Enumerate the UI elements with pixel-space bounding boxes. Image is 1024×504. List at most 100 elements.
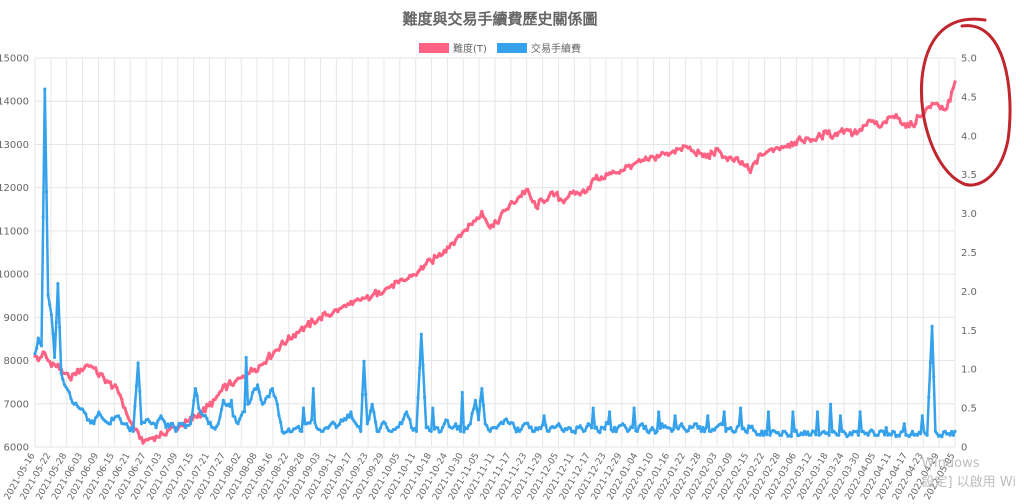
point-fee	[362, 359, 366, 363]
point-fee	[779, 433, 784, 437]
point-fee	[513, 426, 517, 430]
point-fee	[257, 390, 261, 394]
point-fee	[66, 388, 70, 392]
point-fee	[221, 398, 225, 402]
point-fee	[159, 414, 163, 418]
point-fee	[87, 418, 91, 422]
point-fee	[385, 426, 389, 430]
point-difficulty	[473, 219, 477, 223]
point-fee	[175, 426, 179, 430]
point-difficulty	[43, 351, 47, 355]
point-difficulty	[653, 158, 658, 162]
point-difficulty	[444, 250, 448, 254]
point-difficulty	[319, 318, 324, 322]
point-fee	[481, 404, 486, 408]
point-fee	[801, 433, 805, 437]
point-difficulty	[506, 207, 510, 211]
point-difficulty	[210, 404, 214, 408]
point-difficulty	[347, 302, 351, 307]
point-fee	[162, 419, 166, 423]
point-fee	[146, 417, 150, 421]
point-difficulty	[277, 348, 281, 352]
point-fee	[130, 426, 134, 430]
point-difficulty	[331, 311, 335, 315]
point-difficulty	[797, 135, 802, 139]
point-fee	[902, 422, 906, 426]
point-difficulty	[567, 194, 571, 198]
point-fee	[184, 426, 188, 430]
point-fee	[69, 397, 73, 401]
point-fee	[943, 429, 947, 433]
point-difficulty	[865, 123, 869, 127]
point-fee	[311, 387, 315, 391]
point-fee	[557, 422, 561, 426]
point-fee	[51, 331, 55, 336]
point-difficulty	[77, 371, 81, 375]
point-difficulty	[725, 159, 730, 163]
point-difficulty	[840, 127, 844, 131]
point-fee	[539, 427, 543, 431]
point-fee	[98, 413, 103, 417]
point-fee	[920, 414, 924, 418]
point-fee	[797, 433, 802, 437]
point-difficulty	[555, 190, 559, 194]
point-difficulty	[369, 296, 373, 300]
point-fee	[737, 423, 741, 428]
point-fee	[789, 434, 793, 438]
y-right-tick-label: 4.0	[961, 131, 977, 142]
point-fee	[473, 398, 477, 402]
point-difficulty	[673, 151, 677, 155]
point-difficulty	[164, 433, 168, 437]
point-difficulty	[485, 220, 489, 224]
point-fee	[504, 417, 509, 421]
point-fee	[558, 425, 563, 429]
y-right-tick-label: 0	[961, 443, 967, 454]
point-difficulty	[216, 393, 220, 397]
point-fee	[650, 426, 654, 430]
point-fee	[739, 406, 743, 410]
point-difficulty	[56, 362, 60, 366]
point-fee	[357, 425, 361, 429]
point-difficulty	[290, 337, 294, 341]
point-fee	[720, 423, 725, 427]
point-difficulty	[588, 187, 592, 191]
point-fee	[118, 417, 122, 421]
point-difficulty	[526, 187, 530, 191]
point-fee	[59, 371, 63, 375]
point-fee	[627, 428, 631, 432]
point-fee	[215, 424, 219, 428]
point-fee	[729, 426, 733, 430]
point-difficulty	[483, 217, 487, 221]
point-difficulty	[719, 151, 723, 155]
point-fee	[256, 383, 260, 387]
point-fee	[126, 426, 130, 430]
point-fee	[922, 429, 926, 434]
point-fee	[125, 422, 129, 426]
point-fee	[134, 384, 139, 388]
point-fee	[673, 414, 677, 418]
point-difficulty	[842, 131, 846, 135]
point-fee	[671, 428, 676, 432]
point-fee	[349, 410, 353, 414]
point-fee	[373, 420, 378, 424]
point-fee	[365, 422, 369, 426]
point-fee	[585, 425, 589, 429]
point-difficulty	[69, 378, 73, 382]
point-fee	[370, 402, 374, 406]
point-difficulty	[770, 147, 774, 151]
point-fee	[475, 407, 479, 411]
point-fee	[590, 426, 594, 430]
point-difficulty	[94, 366, 98, 370]
point-fee	[36, 336, 40, 340]
point-difficulty	[807, 137, 811, 141]
point-fee	[442, 422, 446, 426]
legend-item-fee[interactable]: 交易手續費	[496, 40, 581, 55]
point-fee	[262, 401, 266, 405]
legend-item-difficulty[interactable]: 難度(T)	[419, 40, 487, 55]
point-difficulty	[784, 145, 789, 149]
point-fee	[632, 406, 636, 410]
point-fee	[220, 407, 224, 411]
point-difficulty	[455, 235, 459, 239]
point-fee	[644, 424, 648, 428]
point-fee	[192, 399, 196, 403]
